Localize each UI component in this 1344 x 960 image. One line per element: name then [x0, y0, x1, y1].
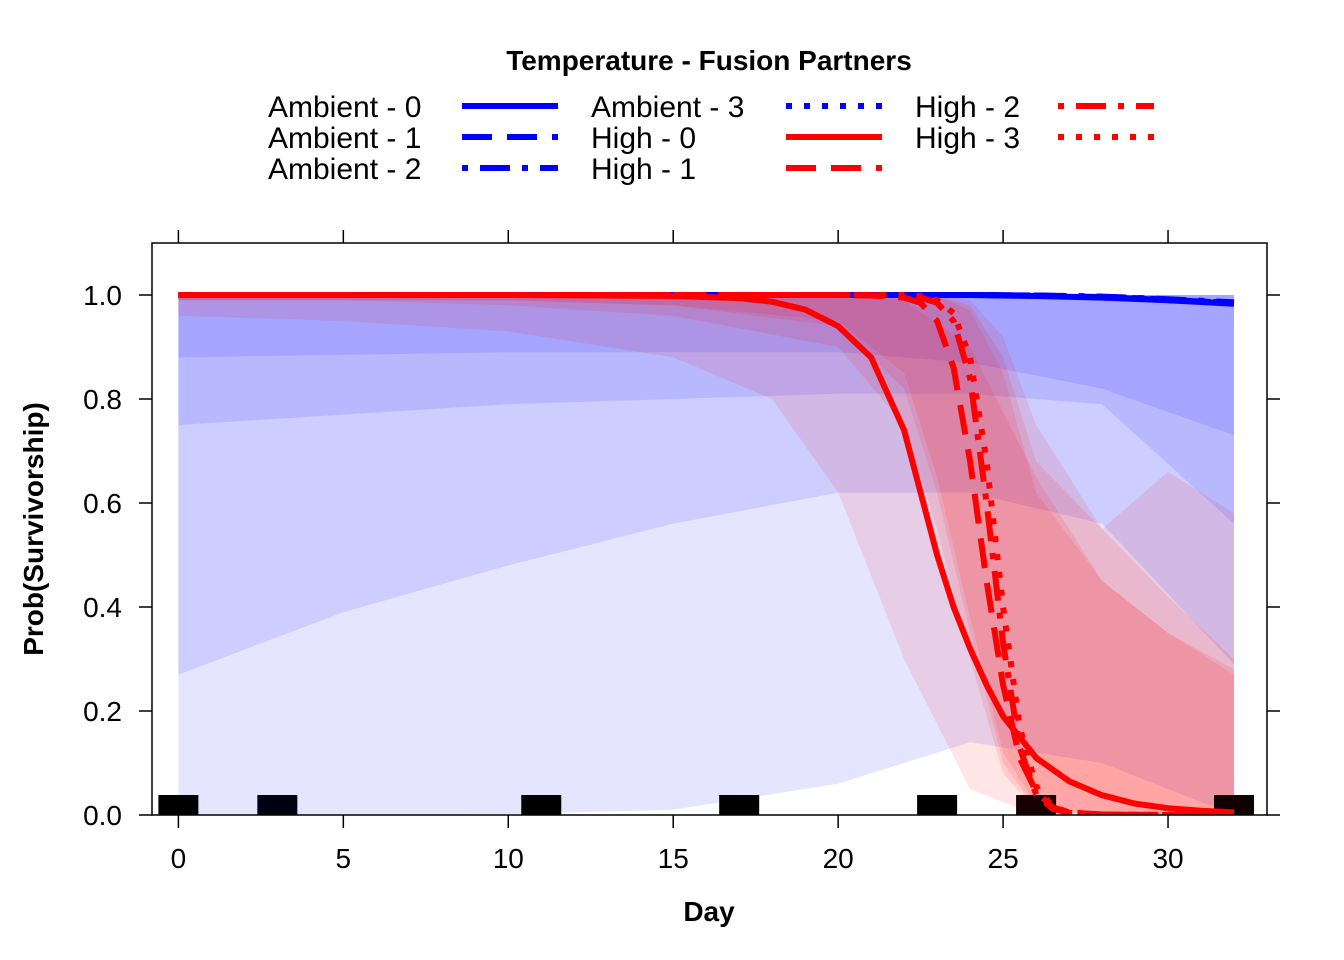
y-tick-label: 0.6	[83, 488, 122, 519]
legend-label-ambient-1: Ambient - 1	[268, 122, 421, 155]
x-tick-label: 25	[988, 843, 1019, 874]
confidence-band-1	[178, 295, 1234, 675]
legend-label-ambient-3: Ambient - 3	[591, 91, 744, 124]
series-line-high-3	[178, 292, 1234, 815]
confidence-band-4	[178, 295, 1234, 815]
legend-label-high-3: High - 3	[915, 122, 1020, 155]
x-tick-label: 20	[823, 843, 854, 874]
rug-mark	[719, 795, 760, 815]
x-tick-label: 5	[336, 843, 352, 874]
x-axis-label: Day	[683, 896, 735, 927]
legend-label-high-2: High - 2	[915, 91, 1020, 124]
y-tick-label: 0.4	[83, 592, 122, 623]
legend-label-high-1: High - 1	[591, 153, 696, 186]
y-axis-label: Prob(Survivorship)	[18, 402, 49, 656]
legend-label-ambient-0: Ambient - 0	[268, 91, 421, 124]
survival-curves	[178, 292, 1235, 815]
legend-label-ambient-2: Ambient - 2	[268, 153, 421, 186]
y-tick-label: 1.0	[83, 280, 122, 311]
legend-title: Temperature - Fusion Partners	[506, 45, 912, 76]
rug-mark	[521, 795, 562, 815]
legend-label-high-0: High - 0	[591, 122, 696, 155]
y-tick-label: 0.2	[83, 696, 122, 727]
series-line-high-0	[178, 292, 1235, 815]
confidence-band-6	[178, 295, 1234, 815]
x-tick-label: 30	[1152, 843, 1183, 874]
y-tick-label: 0.8	[83, 384, 122, 415]
x-tick-label: 0	[171, 843, 187, 874]
x-tick-label: 10	[493, 843, 524, 874]
x-axis: 0 5 10 15 20 25 30	[171, 230, 1184, 874]
confidence-band-3	[178, 295, 1234, 436]
confidence-band-5	[178, 295, 1234, 815]
rug-mark	[158, 795, 199, 815]
y-axis: 0.0 0.2 0.4 0.6 0.8 1.0	[83, 280, 1280, 831]
confidence-band-2	[178, 295, 1234, 524]
x-tick-label: 15	[658, 843, 689, 874]
confidence-band-7	[178, 295, 1234, 815]
confidence-band-0	[178, 295, 1234, 815]
plot-frame	[151, 242, 1268, 816]
confidence-bands	[178, 295, 1234, 815]
rug-mark	[257, 795, 298, 815]
y-tick-label: 0.0	[83, 800, 122, 831]
rug-mark	[917, 795, 958, 815]
